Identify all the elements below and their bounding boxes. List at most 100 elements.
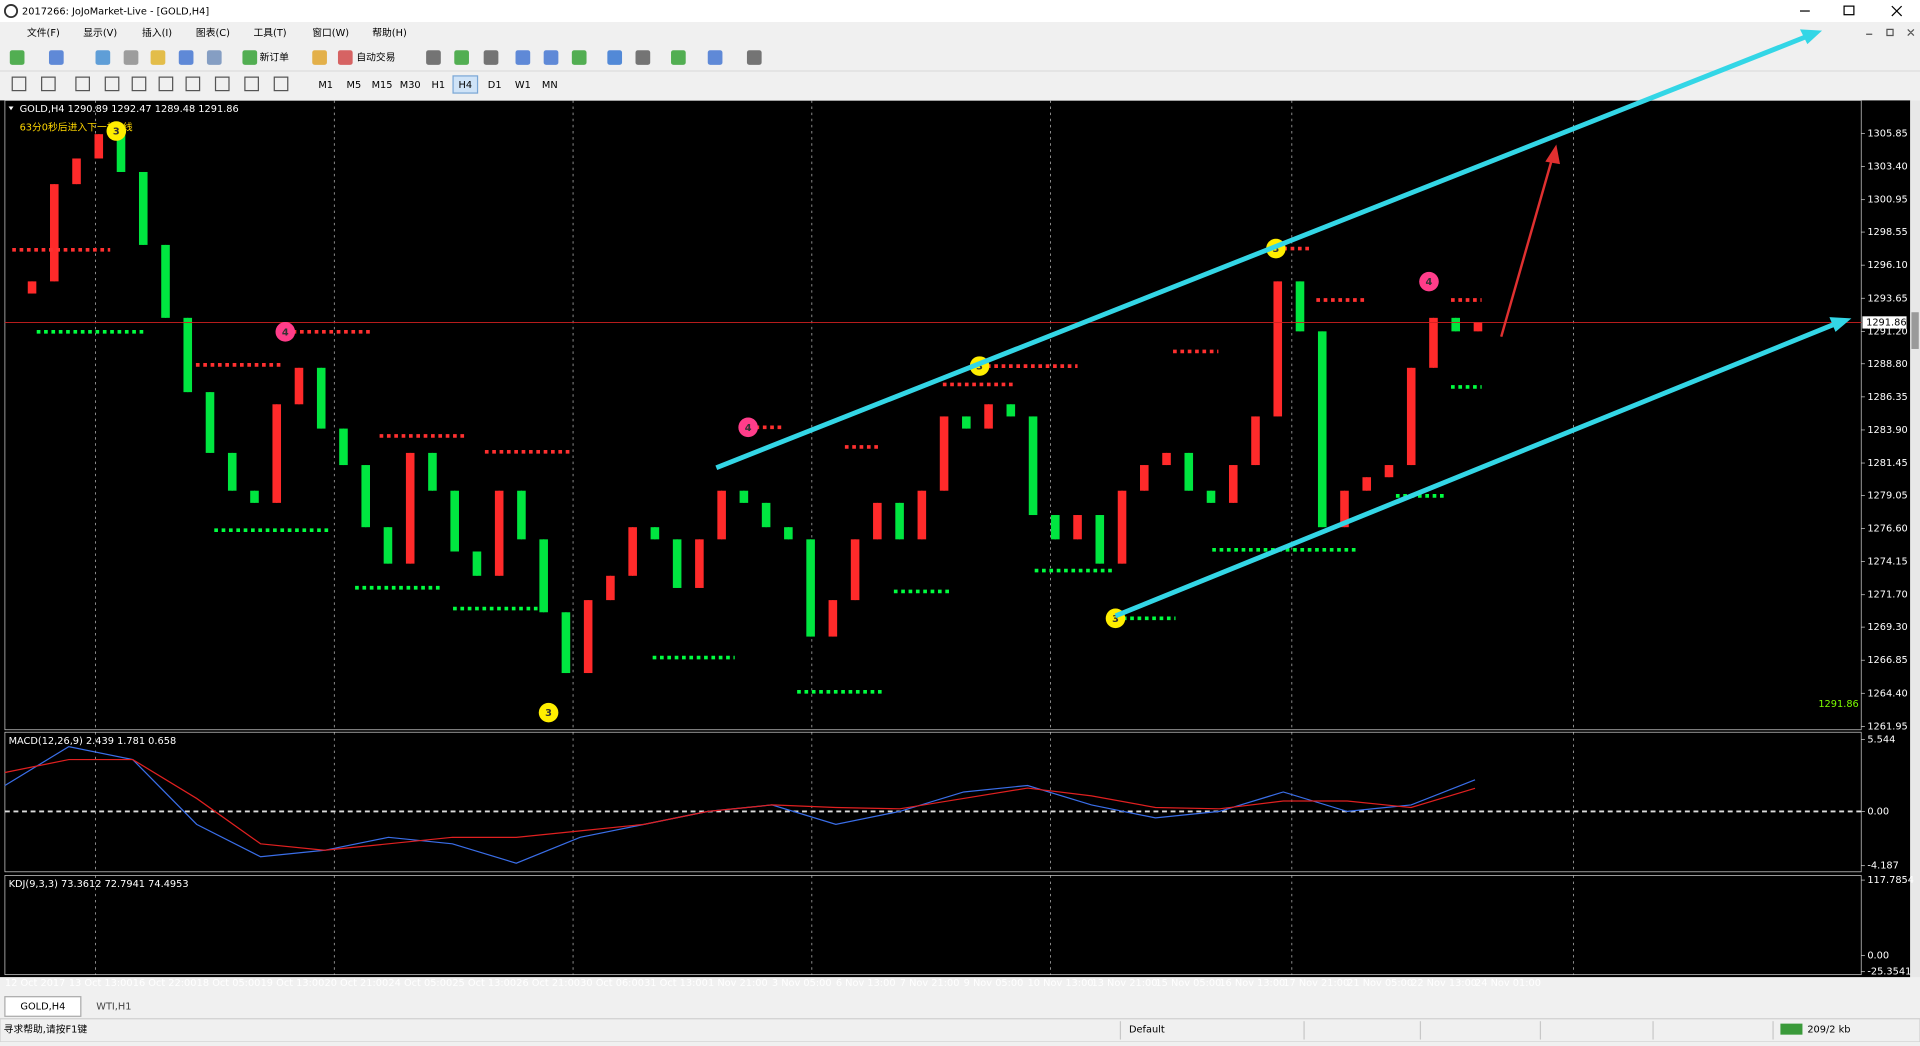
toolbar-button[interactable] bbox=[95, 50, 111, 65]
menu-item[interactable]: 图表(C) bbox=[196, 26, 230, 39]
menu-item[interactable]: 插入(I) bbox=[142, 26, 172, 39]
y-tick-label: -4.187 bbox=[1867, 861, 1899, 872]
toolbar-button[interactable] bbox=[635, 50, 651, 65]
candle bbox=[583, 600, 593, 674]
drawing-tool[interactable] bbox=[75, 76, 91, 92]
candle bbox=[784, 527, 793, 540]
timeframe-button[interactable]: M15 bbox=[372, 80, 393, 91]
drawing-tool[interactable] bbox=[41, 76, 56, 92]
toolbar-button[interactable] bbox=[746, 50, 762, 65]
wave-marker bbox=[275, 322, 296, 342]
big-price: 1291.86 bbox=[1818, 699, 1858, 710]
menu-item[interactable]: 文件(F) bbox=[27, 26, 60, 39]
trend-line bbox=[1114, 318, 1844, 619]
drawing-tool[interactable] bbox=[104, 76, 120, 92]
scrollbar bbox=[1910, 100, 1920, 978]
menu-item[interactable]: 帮助(H) bbox=[372, 26, 407, 39]
toolbar-button[interactable] bbox=[206, 50, 222, 65]
drawing-tool[interactable] bbox=[214, 76, 230, 92]
status-traffic: 209/2 kb bbox=[1807, 1025, 1850, 1036]
timeframe-button[interactable]: D1 bbox=[488, 80, 502, 91]
candle bbox=[116, 134, 126, 172]
timeframe-button[interactable]: M1 bbox=[318, 80, 333, 91]
toolbar-button[interactable] bbox=[48, 50, 64, 65]
drawing-tool[interactable] bbox=[244, 76, 259, 92]
toolbar-button[interactable] bbox=[150, 50, 166, 65]
toolbar-button[interactable] bbox=[571, 50, 587, 65]
toolbar-button[interactable] bbox=[123, 50, 139, 65]
y-tick-label: 1279.05 bbox=[1867, 490, 1907, 501]
toolbar-button[interactable] bbox=[483, 50, 499, 65]
timeframe-button[interactable]: W1 bbox=[515, 80, 531, 91]
x-tick-label: 12 Oct 2017 bbox=[5, 978, 65, 989]
candle bbox=[405, 452, 415, 564]
chart-background bbox=[0, 100, 1911, 978]
toolbar-button[interactable] bbox=[426, 50, 441, 65]
x-tick-label: 24 Oct 05:00 bbox=[388, 978, 452, 989]
x-tick-label: 31 Oct 13:00 bbox=[644, 978, 708, 989]
candle bbox=[606, 575, 615, 601]
toolbar-button[interactable] bbox=[242, 50, 258, 65]
timeframe-button[interactable]: M30 bbox=[400, 80, 421, 91]
indicator-title: MACD(12,26,9) 2.439 1.781 0.658 bbox=[9, 736, 177, 747]
candle bbox=[250, 490, 259, 503]
y-tick-label: 1271.70 bbox=[1867, 590, 1907, 601]
menu-item[interactable]: 工具(T) bbox=[253, 27, 286, 39]
menu-item[interactable]: 窗口(W) bbox=[312, 26, 349, 39]
timeframe-button[interactable]: H4 bbox=[459, 80, 473, 91]
wave-marker bbox=[106, 121, 127, 141]
y-tick-label: -25.3541 bbox=[1867, 967, 1911, 978]
new-order-button[interactable]: 新订单 bbox=[260, 51, 290, 64]
timeframe-button[interactable]: H1 bbox=[432, 80, 446, 91]
restore-button[interactable] bbox=[1843, 5, 1855, 16]
candle bbox=[1273, 281, 1283, 417]
candle bbox=[672, 539, 682, 588]
menu-item[interactable]: 显示(V) bbox=[83, 27, 117, 39]
toolbar-button[interactable] bbox=[671, 50, 686, 65]
candle bbox=[94, 134, 104, 159]
tab-bar bbox=[0, 994, 1920, 1019]
y-tick-label: 1298.55 bbox=[1867, 227, 1907, 238]
close-button[interactable] bbox=[1891, 5, 1903, 17]
wave-label: 3 bbox=[976, 362, 983, 373]
drawing-tool[interactable] bbox=[185, 76, 201, 92]
wave-label: 4 bbox=[282, 327, 289, 338]
chart-tab[interactable]: WTI,H1 bbox=[96, 1001, 131, 1012]
y-tick-label: 117.7854 bbox=[1867, 875, 1914, 886]
candle bbox=[1429, 317, 1438, 368]
y-tick-label: 1276.60 bbox=[1867, 524, 1907, 535]
active-tab bbox=[4, 996, 82, 1017]
toolbar-button[interactable] bbox=[337, 50, 353, 65]
candle bbox=[739, 490, 749, 503]
candle bbox=[873, 502, 882, 540]
toolbar-button[interactable] bbox=[543, 50, 559, 65]
candle bbox=[1051, 515, 1060, 540]
x-tick-label: 17 Nov 21:00 bbox=[1283, 978, 1349, 989]
toolbar-button[interactable] bbox=[454, 50, 469, 65]
drawing-tool[interactable] bbox=[273, 76, 289, 92]
timeframe-button[interactable]: M5 bbox=[347, 80, 362, 91]
toolbar-button[interactable] bbox=[178, 50, 194, 65]
auto-trading-button[interactable]: 自动交易 bbox=[356, 51, 395, 64]
drawing-tool[interactable] bbox=[11, 76, 27, 92]
drawing-tool[interactable] bbox=[158, 76, 174, 92]
forecast-arrow bbox=[1500, 156, 1554, 338]
toolbar-button[interactable] bbox=[9, 50, 25, 65]
candle bbox=[850, 539, 860, 601]
toolbar-button[interactable] bbox=[607, 50, 623, 65]
indicator-title: KDJ(9,3,3) 73.3612 72.7941 74.4953 bbox=[9, 879, 189, 890]
y-tick-label: 1266.85 bbox=[1867, 655, 1907, 666]
forecast-arrowhead bbox=[1545, 144, 1560, 165]
trend-line bbox=[715, 32, 1814, 471]
y-tick-label: 5.544 bbox=[1867, 735, 1895, 746]
timeframe-button[interactable]: MN bbox=[542, 80, 558, 91]
drawing-tool[interactable] bbox=[131, 76, 147, 92]
toolbar-button[interactable] bbox=[312, 50, 327, 65]
toolbar-button[interactable] bbox=[515, 50, 531, 65]
chart-tab[interactable]: GOLD,H4 bbox=[20, 1001, 65, 1012]
window-title: 2017266: JoJoMarket-Live - [GOLD,H4] bbox=[22, 7, 209, 18]
candle bbox=[361, 465, 370, 528]
toolbar-button[interactable] bbox=[707, 50, 723, 65]
